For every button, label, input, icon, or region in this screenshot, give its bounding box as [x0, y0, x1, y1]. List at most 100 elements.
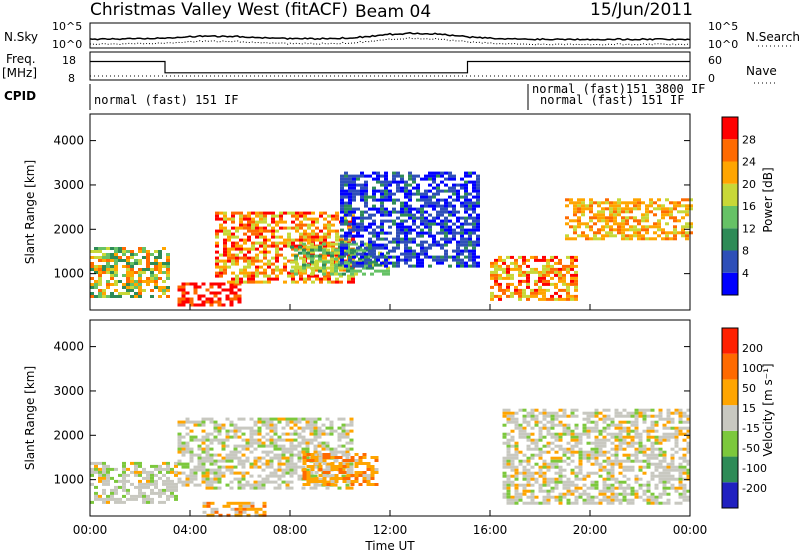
velocity-cell [305, 417, 310, 421]
velocity-cell [221, 438, 226, 442]
power-cell [364, 186, 368, 190]
power-cell [460, 204, 464, 208]
power-cell [94, 268, 98, 271]
velocity-cell [562, 459, 567, 463]
velocity-cell [530, 441, 535, 445]
power-cell [408, 252, 412, 256]
power-cell [464, 222, 468, 226]
velocity-cell [334, 459, 339, 462]
velocity-cell [177, 471, 182, 475]
velocity-cell [138, 491, 142, 495]
power-cell [154, 259, 158, 262]
power-cell [420, 219, 424, 223]
power-cell [472, 180, 476, 184]
power-cell [408, 246, 412, 250]
power-cell [673, 201, 677, 205]
velocity-cell [654, 438, 659, 442]
power-cell [380, 222, 384, 226]
velocity-cell [610, 465, 615, 469]
velocity-cell [217, 441, 222, 445]
power-cell [267, 211, 271, 215]
velocity-cell [594, 471, 599, 475]
power-cell [569, 219, 573, 223]
velocity-cell [326, 471, 331, 474]
velocity-cell [201, 417, 206, 421]
velocity-cell [642, 444, 647, 448]
power-cell [90, 277, 94, 280]
velocity-cell [670, 453, 675, 457]
velocity-cell [618, 411, 623, 415]
velocity-cell [642, 420, 647, 424]
power-cell [158, 289, 162, 292]
velocity-cell [337, 417, 342, 421]
velocity-cell [202, 510, 207, 514]
velocity-cell [586, 429, 591, 433]
velocity-cell [594, 414, 599, 418]
power-cell [522, 261, 526, 265]
power-cell [344, 171, 348, 175]
velocity-cell [618, 444, 623, 448]
velocity-cell [269, 459, 274, 463]
velocity-cell [558, 432, 563, 436]
power-cell [408, 195, 412, 199]
colorbar-tick-label: 28 [742, 133, 756, 146]
velocity-cell [245, 459, 250, 463]
velocity-cell [341, 417, 346, 421]
power-cell [364, 255, 368, 259]
power-cell [420, 228, 424, 232]
power-cell [412, 222, 416, 226]
velocity-cell [550, 423, 555, 427]
velocity-cell [185, 417, 190, 421]
velocity-cell [634, 459, 639, 463]
power-cell [464, 246, 468, 250]
velocity-cell [550, 420, 555, 424]
velocity-cell [558, 438, 563, 442]
power-cell [340, 195, 344, 199]
power-cell [601, 225, 605, 229]
power-cell [613, 204, 617, 208]
power-cell [247, 226, 251, 230]
velocity-cell [281, 462, 286, 466]
velocity-cell [241, 438, 246, 442]
velocity-cell [234, 513, 239, 517]
power-cell [384, 180, 388, 184]
velocity-cell [606, 459, 611, 463]
velocity-cell [106, 467, 110, 471]
power-cell [400, 231, 404, 235]
power-cell [661, 204, 665, 208]
velocity-cell [205, 453, 210, 457]
power-cell [518, 282, 522, 286]
power-cell [279, 217, 283, 221]
power-cell [319, 214, 323, 218]
velocity-cell [614, 450, 619, 454]
power-cell [669, 216, 673, 220]
power-cell [358, 248, 362, 252]
velocity-cell [534, 420, 539, 424]
velocity-cell [566, 456, 571, 460]
power-cell [384, 255, 388, 259]
power-cell [275, 250, 279, 254]
power-cell [219, 211, 223, 215]
power-cell [444, 243, 448, 247]
power-cell [581, 213, 585, 217]
velocity-cell [670, 486, 675, 490]
velocity-cell [289, 441, 294, 445]
velocity-cell [102, 497, 106, 501]
power-cell [217, 291, 222, 295]
power-cell [351, 274, 355, 278]
velocity-cell [213, 486, 218, 490]
power-cell [404, 201, 408, 205]
velocity-cell [506, 417, 511, 421]
power-cell [126, 292, 130, 295]
velocity-cell [534, 408, 539, 412]
power-cell [494, 279, 498, 283]
power-cell [498, 255, 502, 259]
velocity-cell [642, 408, 647, 412]
velocity-cell [546, 468, 551, 472]
velocity-cell [538, 420, 543, 424]
velocity-cell [218, 513, 223, 517]
velocity-cell [305, 468, 310, 472]
power-cell [510, 255, 514, 259]
power-cell [444, 204, 448, 208]
power-cell [247, 211, 251, 215]
